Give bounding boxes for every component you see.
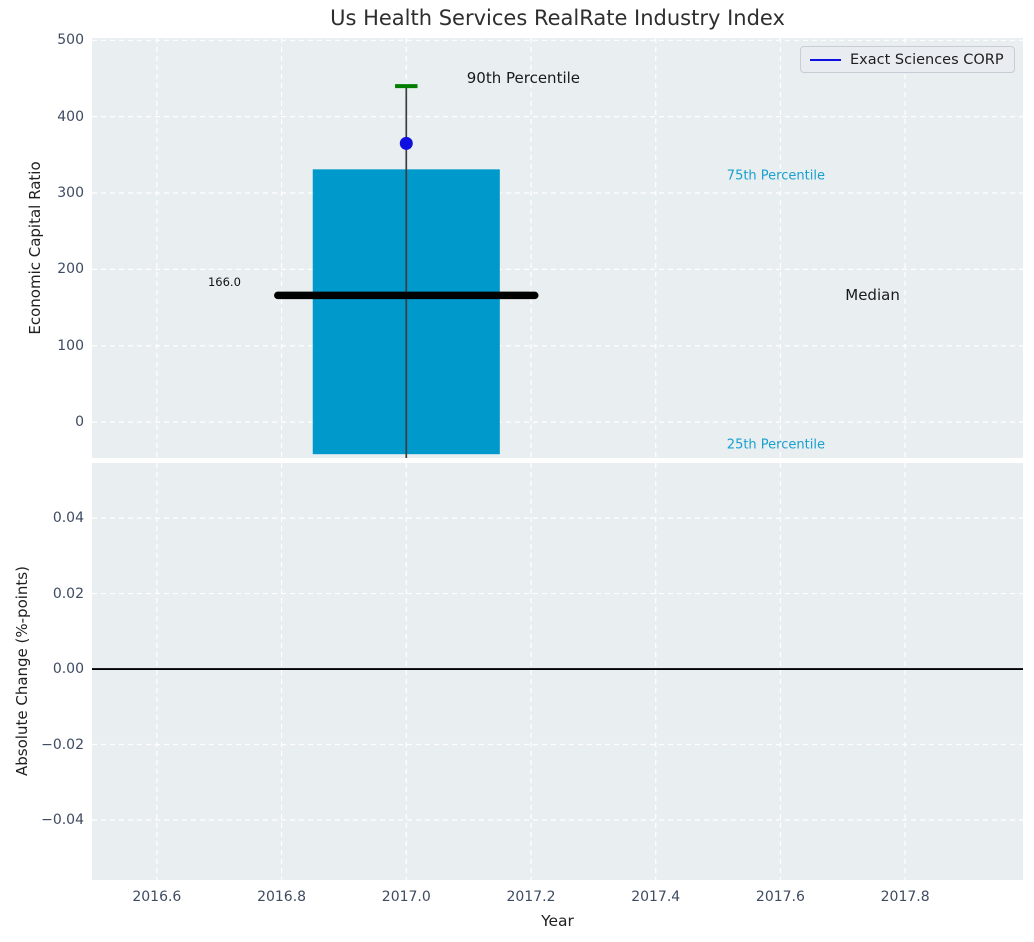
x-tick-label: 2016.8: [257, 889, 307, 905]
x-tick-label: 2017.8: [880, 889, 930, 905]
x-tick-label: 2016.6: [132, 889, 182, 905]
x-tick-label: 2017.4: [631, 889, 681, 905]
chart-title: Us Health Services RealRate Industry Ind…: [330, 6, 785, 30]
top-y-tick-label: 500: [57, 32, 84, 49]
top-panel-plot-area: [92, 38, 1023, 458]
top-y-tick-label: 100: [57, 337, 84, 354]
legend-line-swatch: [810, 58, 841, 61]
x-tick-label: 2017.0: [381, 889, 431, 905]
bottom-y-tick-label: 0.04: [52, 510, 84, 527]
top-panel-canvas: [92, 38, 1023, 458]
bottom-y-tick-label: 0.02: [52, 585, 84, 602]
annotation-75th-percentile: 75th Percentile: [726, 168, 825, 184]
annotation-166-0: 166.0: [207, 275, 241, 290]
legend: Exact Sciences CORP: [800, 46, 1015, 73]
bottom-panel-plot-area: [92, 463, 1023, 880]
top-y-tick-label: 400: [57, 108, 84, 125]
top-y-tick-label: 300: [57, 185, 84, 202]
top-y-tick-label: 200: [57, 261, 84, 278]
legend-label: Exact Sciences CORP: [850, 51, 1004, 68]
bottom-panel-canvas: [92, 463, 1023, 880]
x-axis-label: Year: [541, 912, 574, 930]
bottom-y-tick-label: 0.00: [52, 661, 84, 678]
annotation-median: Median: [845, 285, 900, 304]
annotation-90th-percentile: 90th Percentile: [466, 68, 581, 87]
x-tick-label: 2017.6: [755, 889, 805, 905]
top-y-tick-label: 0: [75, 414, 84, 431]
bottom-y-tick-label: −0.02: [41, 736, 84, 753]
annotation-25th-percentile: 25th Percentile: [726, 437, 825, 453]
company-point: [399, 136, 413, 150]
bottom-y-tick-label: −0.04: [41, 811, 84, 828]
x-tick-label: 2017.2: [506, 889, 556, 905]
